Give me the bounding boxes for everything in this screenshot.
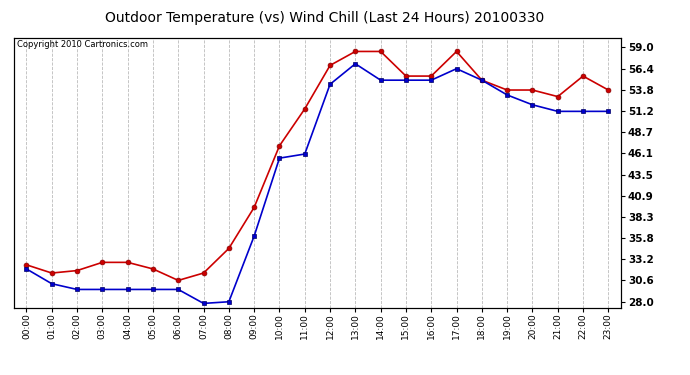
Text: Copyright 2010 Cartronics.com: Copyright 2010 Cartronics.com xyxy=(17,40,148,49)
Text: Outdoor Temperature (vs) Wind Chill (Last 24 Hours) 20100330: Outdoor Temperature (vs) Wind Chill (Las… xyxy=(105,11,544,25)
